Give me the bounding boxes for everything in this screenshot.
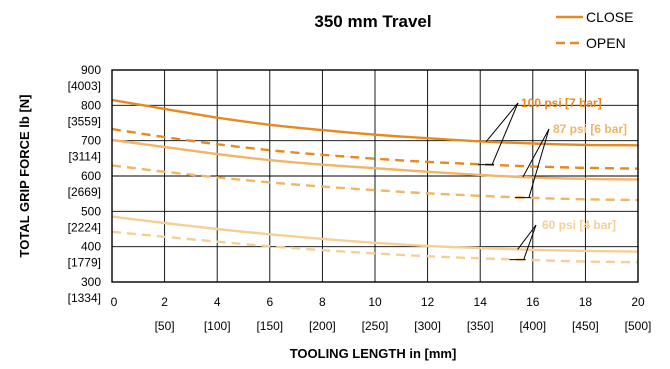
callout-line-60-close (517, 224, 537, 250)
pressure-label-87: 87 psi [6 bar] (553, 122, 627, 136)
x-tick-label-metric: [350] (467, 319, 494, 333)
x-tick-label-metric: [500] (625, 319, 652, 333)
pressure-label-60: 60 psi [4 bar] (542, 218, 616, 232)
y-tick-label-metric: [2224] (68, 220, 101, 234)
callout-line-87-open (528, 128, 550, 198)
callout-line-100-close (485, 102, 519, 143)
y-tick-label: 400 (81, 240, 101, 254)
x-tick-label-metric: [400] (519, 319, 546, 333)
x-tick-label: 16 (526, 295, 540, 309)
x-tick-label-metric: [250] (362, 319, 389, 333)
x-tick-label-metric: [450] (572, 319, 599, 333)
callout-leaders (478, 102, 550, 261)
legend-close-label: CLOSE (586, 9, 633, 25)
y-tick-label-metric: [1779] (68, 256, 101, 270)
grid (112, 70, 638, 282)
x-tick-label: 20 (631, 295, 645, 309)
y-tick-label: 500 (81, 204, 101, 218)
callout-line-100-open (491, 102, 519, 165)
y-tick-label: 800 (81, 98, 101, 112)
y-tick-label: 700 (81, 134, 101, 148)
y-tick-label-metric: [3114] (69, 150, 101, 164)
x-tick-label-metric: [50] (155, 319, 175, 333)
x-tick-label: 2 (161, 295, 168, 309)
x-tick-label-metric: [150] (256, 319, 283, 333)
x-tick-label: 10 (368, 295, 382, 309)
chart-title: 350 mm Travel (314, 12, 431, 31)
series-line-87-close (111, 138, 639, 181)
series-lines (111, 98, 639, 264)
legend-open-label: OPEN (586, 35, 626, 51)
callout-line-60-open (523, 224, 537, 260)
y-tick-label-metric: [2669] (68, 185, 101, 199)
y-tick-label: 300 (81, 275, 101, 289)
callout-line-87-close (522, 128, 550, 178)
y-tick-label-metric: [4003] (68, 79, 101, 93)
x-tick-label: 4 (214, 295, 221, 309)
x-tick-label: 14 (474, 295, 488, 309)
pressure-labels: 100 psi [7 bar] 87 psi [6 bar] 60 psi [4 b… (521, 96, 627, 232)
y-tick-label-metric: [1334] (68, 291, 101, 305)
x-tick-label: 12 (421, 295, 435, 309)
x-axis-label: TOOLING LENGTH in [mm] (290, 346, 457, 361)
y-tick-label-metric: [3559] (68, 114, 101, 128)
y-tick-label: 600 (81, 169, 101, 183)
plot-frame (111, 69, 639, 283)
x-tick-label: 6 (266, 295, 273, 309)
y-tick-label: 900 (81, 63, 101, 77)
series-line-60-close (111, 215, 639, 253)
series-line-60-open (111, 230, 639, 264)
x-tick-label-metric: [100] (204, 319, 231, 333)
series-line-87-open (111, 164, 639, 202)
tick-labels: 0 2 4 6 8 10 12 14 16 18 20 [50] [100] [150] [200] [250… (68, 63, 652, 333)
x-tick-label: 8 (319, 295, 326, 309)
x-tick-label-metric: [300] (414, 319, 441, 333)
legend: CLOSE OPEN (556, 9, 633, 51)
x-tick-label-metric: [200] (309, 319, 336, 333)
series-line-100-close (111, 98, 639, 147)
pressure-label-100: 100 psi [7 bar] (521, 96, 602, 110)
x-tick-label: 18 (579, 295, 593, 309)
x-tick-label: 0 (111, 295, 118, 309)
y-axis-label: TOTAL GRIP FORCE lb [N] (17, 95, 32, 258)
series-line-100-open (111, 127, 639, 170)
